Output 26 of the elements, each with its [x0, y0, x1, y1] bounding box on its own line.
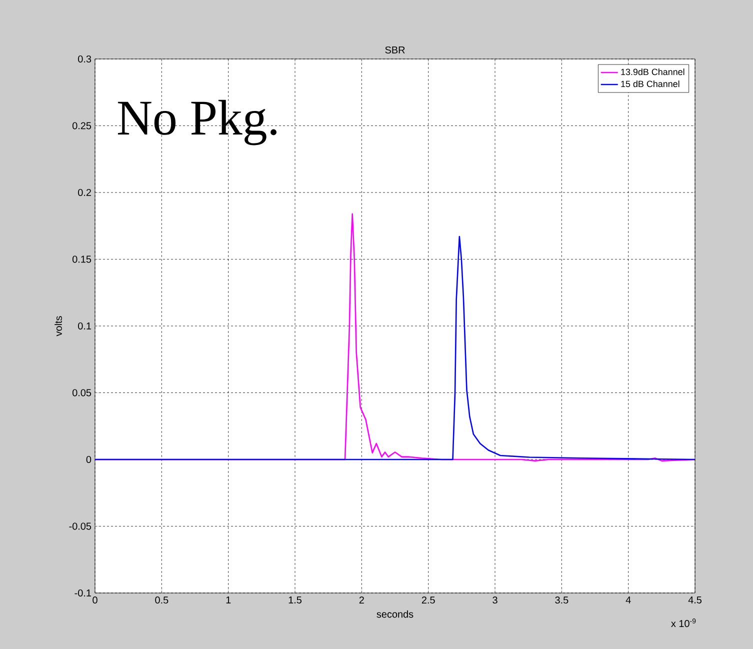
x-tick-label: 3 [492, 596, 498, 604]
y-tick-label: 0 [86, 456, 92, 464]
legend-label: 15 dB Channel [621, 80, 680, 88]
y-tick-label: 0.2 [78, 188, 91, 196]
x-tick-label: 0.5 [155, 596, 168, 604]
x-tick-label: 0 [92, 596, 98, 604]
x-tick-label: 2.5 [422, 596, 435, 604]
y-tick-label: 0.25 [72, 122, 92, 130]
text: x 10$^{-9}$ [671, 618, 696, 628]
y-tick-label: -0.05 [69, 522, 92, 530]
x-tick-label: 2 [359, 596, 364, 604]
y-tick-label: 0.15 [72, 256, 92, 263]
y-tick-label: 0.05 [72, 389, 92, 396]
x-tick-label: 4.5 [688, 596, 702, 604]
y-tick-label: 0.3 [78, 55, 92, 63]
y-tick-label: -0.1 [74, 589, 92, 597]
x-tick-label: 1.5 [288, 596, 302, 604]
x-axis-title: seconds [376, 610, 414, 618]
y-axis-title: volts [54, 316, 62, 336]
y-tick-label: 0.1 [78, 322, 92, 330]
x-tick-label: 4 [626, 596, 631, 604]
legend-label: 13.9dB Channel [621, 68, 684, 76]
x-tick-label: 3.5 [555, 596, 568, 604]
chart-title: SBR [385, 46, 405, 54]
x-tick-label: 1 [226, 596, 231, 604]
annotation: No Pkg. [118, 100, 276, 146]
